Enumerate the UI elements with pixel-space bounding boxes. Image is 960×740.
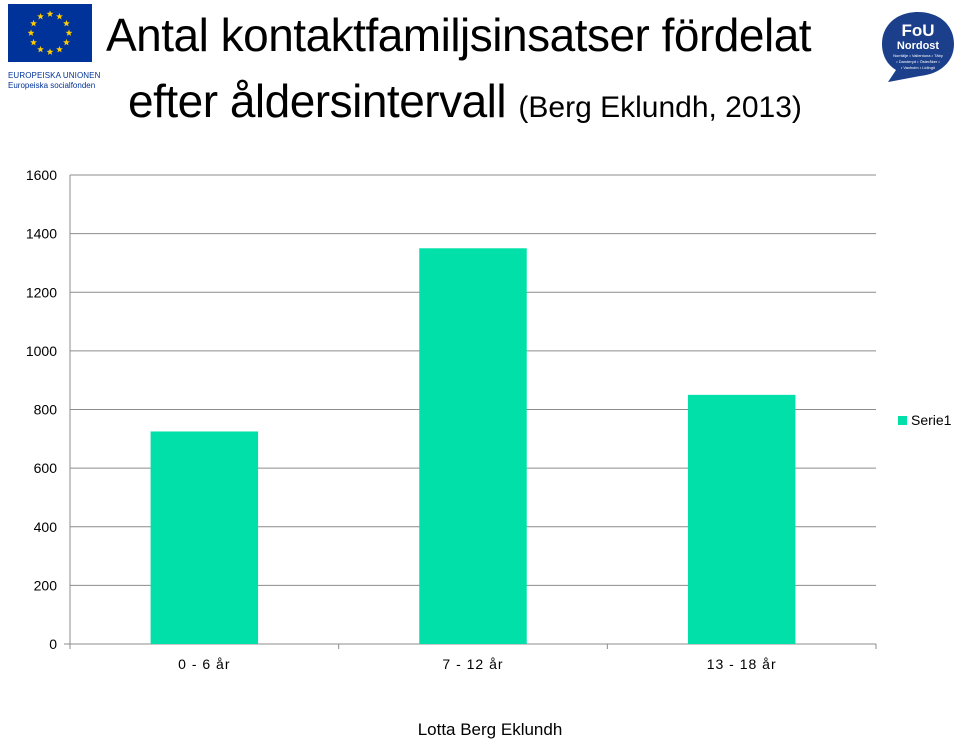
- fou-logo-small-3: • Vaxholm • Lidingö: [901, 65, 936, 70]
- eu-star-icon: [56, 12, 63, 20]
- y-tick-label: 600: [34, 460, 58, 476]
- eu-star-icon: [46, 48, 54, 55]
- eu-logo: EUROPEISKA UNIONEN Europeiska socialfond…: [6, 4, 100, 90]
- fou-nordost-logo: FoU Nordost Norrtälje • Vallentuna • Täb…: [882, 12, 954, 82]
- y-tick-label: 1400: [26, 226, 57, 242]
- eu-star-icon: [56, 45, 63, 53]
- y-tick-label: 1000: [26, 343, 57, 359]
- legend-label: Serie1: [911, 412, 952, 428]
- legend-swatch: [898, 415, 907, 425]
- x-tick-label: 0 - 6 år: [178, 656, 230, 672]
- fou-logo-small-2: • Danderyd • Österåker •: [896, 59, 940, 64]
- y-tick-label: 800: [34, 402, 58, 418]
- footer-author: Lotta Berg Eklundh: [417, 720, 563, 739]
- eu-star-icon: [27, 29, 35, 36]
- y-tick-label: 1600: [26, 167, 57, 183]
- eu-star-icon: [30, 38, 37, 46]
- eu-star-icon: [46, 10, 54, 17]
- chart-legend: Serie1: [898, 412, 951, 428]
- bars: [150, 248, 796, 644]
- y-tick-label: 400: [34, 519, 58, 535]
- y-tick-label: 200: [34, 577, 58, 593]
- eu-star-icon: [63, 19, 70, 27]
- eu-star-icon: [63, 38, 70, 46]
- x-tick-label: 7 - 12 år: [442, 656, 503, 672]
- x-axis-tick-labels: 0 - 6 år 7 - 12 år 13 - 18 år: [178, 656, 777, 672]
- eu-flag-icon: [8, 4, 92, 62]
- eu-logo-line2: Europeiska socialfonden: [8, 81, 96, 90]
- bar: [150, 431, 259, 644]
- slide-title-line2: efter åldersintervall (Berg Eklundh, 201…: [128, 78, 802, 124]
- slide-title-line1: Antal kontaktfamiljsinsatser fördelat: [106, 9, 812, 61]
- eu-star-icon: [37, 45, 44, 53]
- fou-logo-small-1: Norrtälje • Vallentuna • Täby: [893, 53, 943, 58]
- slide-title-main: efter åldersintervall: [128, 75, 519, 127]
- fou-logo-title: FoU: [901, 21, 934, 40]
- bar: [419, 248, 527, 644]
- eu-star-icon: [30, 19, 37, 27]
- eu-star-icon: [65, 29, 73, 36]
- slide-title-source: (Berg Eklundh, 2013): [518, 91, 802, 124]
- y-axis-tick-labels: 0 200 400 600 800 1000 1200 1400 1600: [26, 167, 57, 652]
- bar: [687, 394, 796, 644]
- x-tick-label: 13 - 18 år: [707, 656, 777, 672]
- y-tick-label: 1200: [26, 284, 57, 300]
- y-tick-label: 0: [49, 636, 57, 652]
- eu-star-icon: [37, 12, 44, 20]
- eu-logo-line1: EUROPEISKA UNIONEN: [8, 71, 101, 80]
- fou-logo-subtitle: Nordost: [897, 40, 940, 52]
